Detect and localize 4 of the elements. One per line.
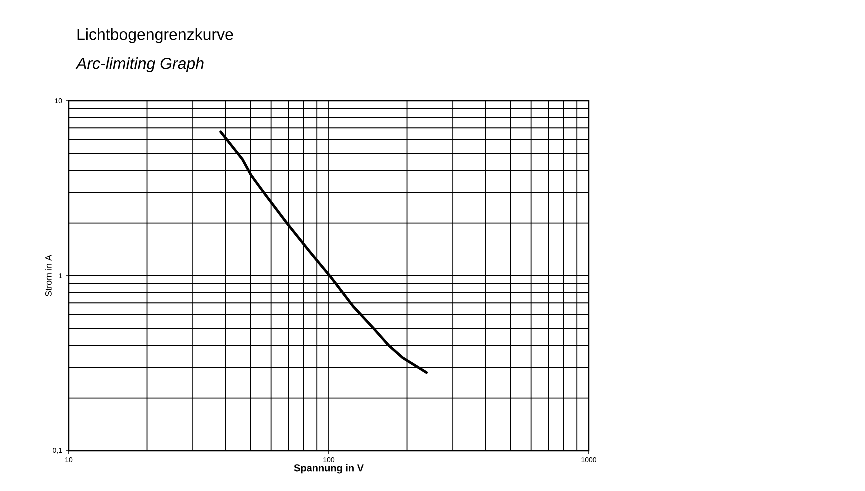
y-axis-title: Strom in A bbox=[45, 255, 52, 297]
chart-title: Lichtbogengrenzkurve bbox=[78, 28, 234, 44]
x-axis-title: Spannung in V bbox=[294, 464, 364, 474]
chart-subtitle: Arc-limiting Graph bbox=[76, 58, 204, 72]
